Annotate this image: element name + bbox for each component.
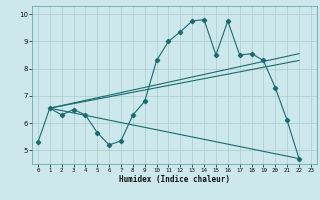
X-axis label: Humidex (Indice chaleur): Humidex (Indice chaleur) bbox=[119, 175, 230, 184]
